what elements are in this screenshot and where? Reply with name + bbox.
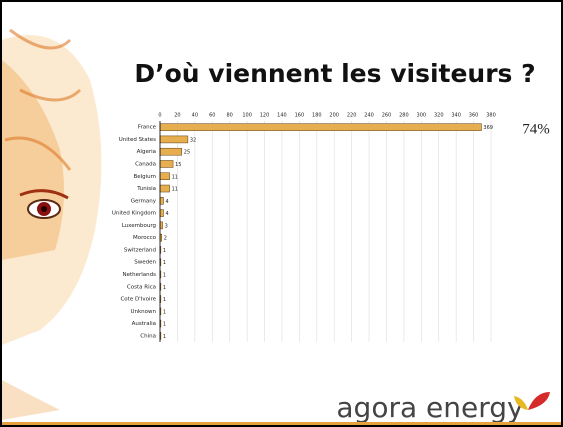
bar [160, 136, 188, 143]
slide: D’où viennent les visiteurs ? 74% agora … [0, 0, 563, 427]
x-tick-label: 360 [469, 113, 479, 119]
value-label: 11 [172, 187, 178, 193]
x-tick-label: 280 [399, 113, 409, 119]
x-tick-label: 140 [277, 113, 287, 119]
bar [160, 197, 163, 204]
y-tick-label: Sweden [134, 260, 156, 266]
value-label: 1 [163, 297, 166, 303]
x-tick-label: 20 [174, 113, 180, 119]
y-tick-label: Belgium [133, 174, 156, 180]
chart: D’où viennent les visiteurs ? 74% agora … [0, 0, 563, 427]
value-label: 2 [164, 236, 167, 242]
x-tick-label: 40 [192, 113, 198, 119]
bar [160, 148, 182, 155]
value-label: 1 [163, 260, 166, 266]
bar [160, 173, 170, 180]
value-label: 15 [175, 162, 181, 168]
x-tick-label: 80 [226, 113, 232, 119]
bar [160, 210, 163, 217]
x-tick-label: 220 [347, 113, 357, 119]
x-tick-label: 320 [434, 113, 444, 119]
y-tick-label: France [138, 125, 157, 131]
x-tick-label: 240 [364, 113, 374, 119]
y-tick-label: Luxembourg [122, 223, 156, 229]
value-label: 1 [163, 322, 166, 328]
slide-title: D’où viennent les visiteurs ? [134, 59, 535, 88]
value-label: 4 [165, 199, 168, 205]
logo-text: agora energy [336, 391, 523, 424]
x-tick-label: 160 [295, 113, 305, 119]
y-tick-label: Costa Rica [127, 284, 156, 290]
x-tick-label: 260 [382, 113, 392, 119]
value-label: 1 [163, 334, 166, 340]
value-label: 11 [172, 174, 178, 180]
x-tick-label: 200 [329, 113, 339, 119]
value-label: 1 [163, 309, 166, 315]
x-tick-label: 180 [312, 113, 322, 119]
y-tick-label: Tunisia [136, 186, 156, 192]
y-tick-label: Morocco [133, 235, 157, 241]
bar [160, 185, 170, 192]
value-label: 369 [483, 125, 493, 131]
y-tick-label: Germany [131, 198, 157, 204]
value-label: 1 [163, 285, 166, 291]
y-tick-label: China [140, 333, 156, 339]
y-tick-label: Unknown [130, 309, 156, 315]
footer-line [2, 422, 561, 425]
y-tick-label: United Kingdom [112, 211, 156, 217]
x-tick-label: 100 [242, 113, 252, 119]
y-tick-label: Australia [132, 321, 156, 327]
value-label: 1 [163, 248, 166, 254]
y-tick-label: Canada [135, 161, 156, 167]
annotation: 74% [522, 121, 550, 137]
bar [160, 160, 173, 167]
y-tick-label: Switzerland [124, 247, 156, 253]
value-label: 32 [190, 137, 196, 143]
value-label: 25 [184, 150, 190, 156]
y-tick-label: Cote D'Ivoire [120, 297, 156, 303]
bar [160, 124, 481, 131]
y-tick-label: Algeria [137, 149, 156, 155]
value-label: 3 [165, 223, 168, 229]
y-tick-label: Netherlands [122, 272, 156, 278]
x-tick-label: 0 [158, 113, 161, 119]
y-tick-label: United States [119, 137, 156, 143]
x-tick-label: 380 [486, 113, 496, 119]
value-label: 1 [163, 272, 166, 278]
x-tick-label: 340 [451, 113, 461, 119]
value-label: 4 [165, 211, 168, 217]
x-tick-label: 120 [260, 113, 270, 119]
x-tick-label: 60 [209, 113, 215, 119]
x-tick-label: 300 [417, 113, 427, 119]
